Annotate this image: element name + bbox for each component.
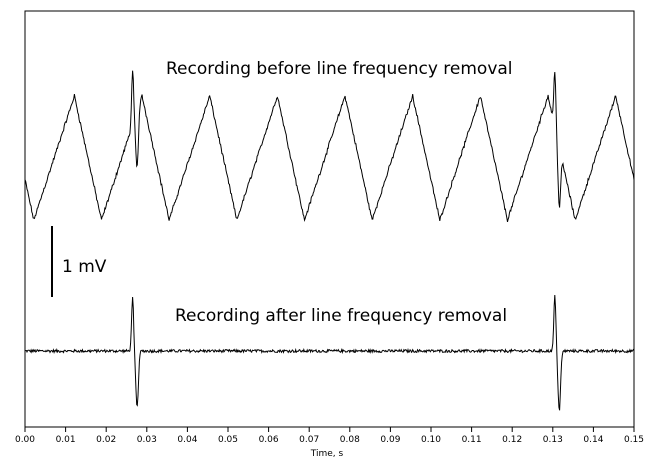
x-tick-label: 0.07 xyxy=(299,435,319,445)
x-tick-label: 0.12 xyxy=(502,435,522,445)
x-tick-label: 0.08 xyxy=(340,435,360,445)
x-axis: 0.00 0.01 0.02 0.03 0.04 0.05 0.06 0.07 0.08 0.09… xyxy=(15,427,644,445)
x-tick-label: 0.05 xyxy=(218,435,238,445)
x-tick-label: 0.02 xyxy=(96,435,116,445)
x-tick-label: 0.14 xyxy=(583,435,603,445)
scale-bar-label: 1 mV xyxy=(62,257,107,277)
plot-frame xyxy=(24,10,635,428)
x-tick-label: 0.10 xyxy=(421,435,441,445)
x-tick-label: 0.11 xyxy=(462,435,482,445)
annotation-before: Recording before line frequency removal xyxy=(166,59,513,79)
x-tick-label: 0.06 xyxy=(259,435,279,445)
x-tick-label: 0.01 xyxy=(56,435,76,445)
x-tick-label: 0.03 xyxy=(137,435,157,445)
x-tick-label: 0.13 xyxy=(543,435,563,445)
annotation-after: Recording after line frequency removal xyxy=(175,306,507,326)
x-axis-title: Time, s xyxy=(310,449,344,459)
x-tick-label: 0.00 xyxy=(15,435,35,445)
series-line-after xyxy=(25,294,635,411)
x-tick-label: 0.09 xyxy=(380,435,400,445)
series-line-before xyxy=(24,70,635,223)
x-tick-label: 0.15 xyxy=(624,435,644,445)
x-tick-label: 0.04 xyxy=(177,435,197,445)
